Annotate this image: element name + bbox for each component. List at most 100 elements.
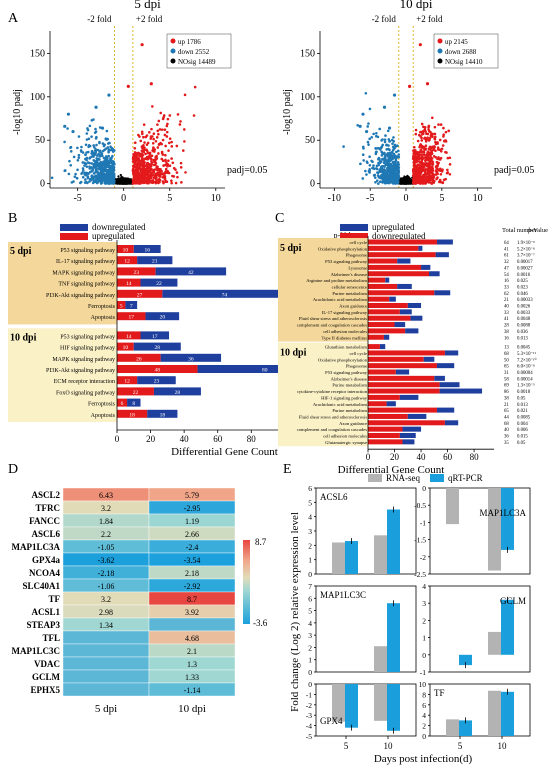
down-point (105, 138, 108, 141)
bar-up-value: 6 (121, 401, 124, 407)
down-point (392, 171, 395, 174)
up-point (424, 156, 428, 160)
pvalue: 0.00033 (517, 298, 533, 303)
legend-swatch (430, 474, 444, 482)
pvalue: 0.021 (517, 409, 528, 414)
up-point (155, 156, 159, 160)
up-point (412, 165, 416, 168)
up-point (413, 146, 416, 149)
up-point (137, 176, 140, 180)
gene-label: GPX4a (32, 555, 60, 565)
total-number: 33 (504, 311, 509, 316)
down-point (90, 177, 94, 180)
bar-down (368, 369, 396, 375)
pvalue: 0.00027 (517, 266, 533, 271)
bar-down (368, 328, 406, 334)
up-point (134, 158, 138, 161)
bar-down-value: 18 (160, 412, 166, 418)
pathway-label: IL-17 signaling pathway (322, 310, 368, 315)
bar-rna (332, 542, 345, 574)
down-point (377, 182, 380, 185)
bar-down-value: 17 (152, 334, 158, 340)
down-point (388, 148, 391, 152)
up-point (143, 141, 146, 144)
pathway-label: complement and coagulation cascades (297, 427, 367, 432)
bar-up (444, 420, 459, 426)
down-point (380, 139, 383, 142)
up-point (415, 156, 418, 159)
legend-swatch (340, 224, 368, 231)
down-point (107, 173, 111, 177)
down-point (389, 177, 392, 181)
up-point (140, 145, 144, 148)
y-tick-label: -3 (306, 711, 312, 720)
ns-point (121, 176, 124, 179)
up-point (168, 114, 172, 117)
pvalue: 0.013 (517, 336, 528, 341)
bar-rna (488, 690, 501, 736)
bar-down (368, 303, 408, 308)
cell-value: 8.7 (187, 595, 197, 604)
bar-down-value: 36 (188, 356, 194, 362)
down-point (84, 178, 87, 181)
up-point (152, 132, 156, 136)
up-point (155, 154, 158, 158)
down-point (375, 167, 379, 171)
down-point (101, 176, 104, 180)
total-number: 41 (504, 247, 509, 252)
up-point (421, 129, 425, 133)
up-point (143, 146, 146, 149)
x-tick-label: -10 (328, 193, 341, 204)
gene-label: TFRC (36, 503, 61, 513)
down-point (368, 168, 371, 171)
up-point (424, 173, 428, 176)
pathway-label: Alzheimer's disease (331, 272, 367, 277)
down-point (50, 176, 54, 180)
up-point (429, 155, 433, 159)
up-point (448, 156, 452, 160)
down-point (362, 159, 366, 162)
down-point (392, 175, 396, 178)
up-point (183, 140, 186, 143)
y-tick-label: 0 (308, 680, 312, 689)
ns-point (117, 175, 120, 178)
y-tick-label: 150 (30, 48, 45, 59)
up-point (179, 120, 182, 123)
bar-down (368, 350, 445, 356)
y-tick-label: 0 (310, 179, 315, 190)
bar-up (410, 315, 423, 321)
bar-qpcr (387, 684, 400, 731)
x-tick-label: 5 (439, 193, 444, 204)
y-tick-label: 150 (300, 48, 315, 59)
down-point (90, 135, 93, 138)
down-point (101, 163, 104, 166)
y-tick-label: 4 (422, 582, 426, 591)
up-point (133, 141, 137, 144)
up-point (149, 164, 153, 168)
down-point (98, 149, 102, 153)
up-point (153, 168, 156, 171)
gene-label: MAP1LC3A (12, 542, 61, 552)
bar-up-value: 12 (124, 259, 130, 265)
down-point (77, 153, 81, 157)
up-point (170, 157, 173, 160)
up-point (166, 164, 169, 168)
total-number: 47 (504, 266, 509, 271)
down-point (78, 181, 82, 185)
y-tick-label: 6 (308, 594, 312, 603)
heatmap-cell (62, 643, 150, 658)
down-point (107, 150, 110, 154)
volcano-title: 5 dpi (134, 0, 161, 11)
down-point (87, 137, 91, 141)
down-point (86, 127, 89, 130)
down-point (63, 140, 66, 144)
y-tick-label: 1 (308, 656, 312, 665)
up-point (424, 148, 427, 151)
bar-up-value: 17 (129, 315, 135, 321)
down-point (385, 148, 389, 151)
outlier-point (392, 93, 397, 97)
legend-label: down 2688 (445, 48, 477, 56)
bar-up (439, 382, 460, 388)
total-number: 64 (504, 241, 509, 246)
